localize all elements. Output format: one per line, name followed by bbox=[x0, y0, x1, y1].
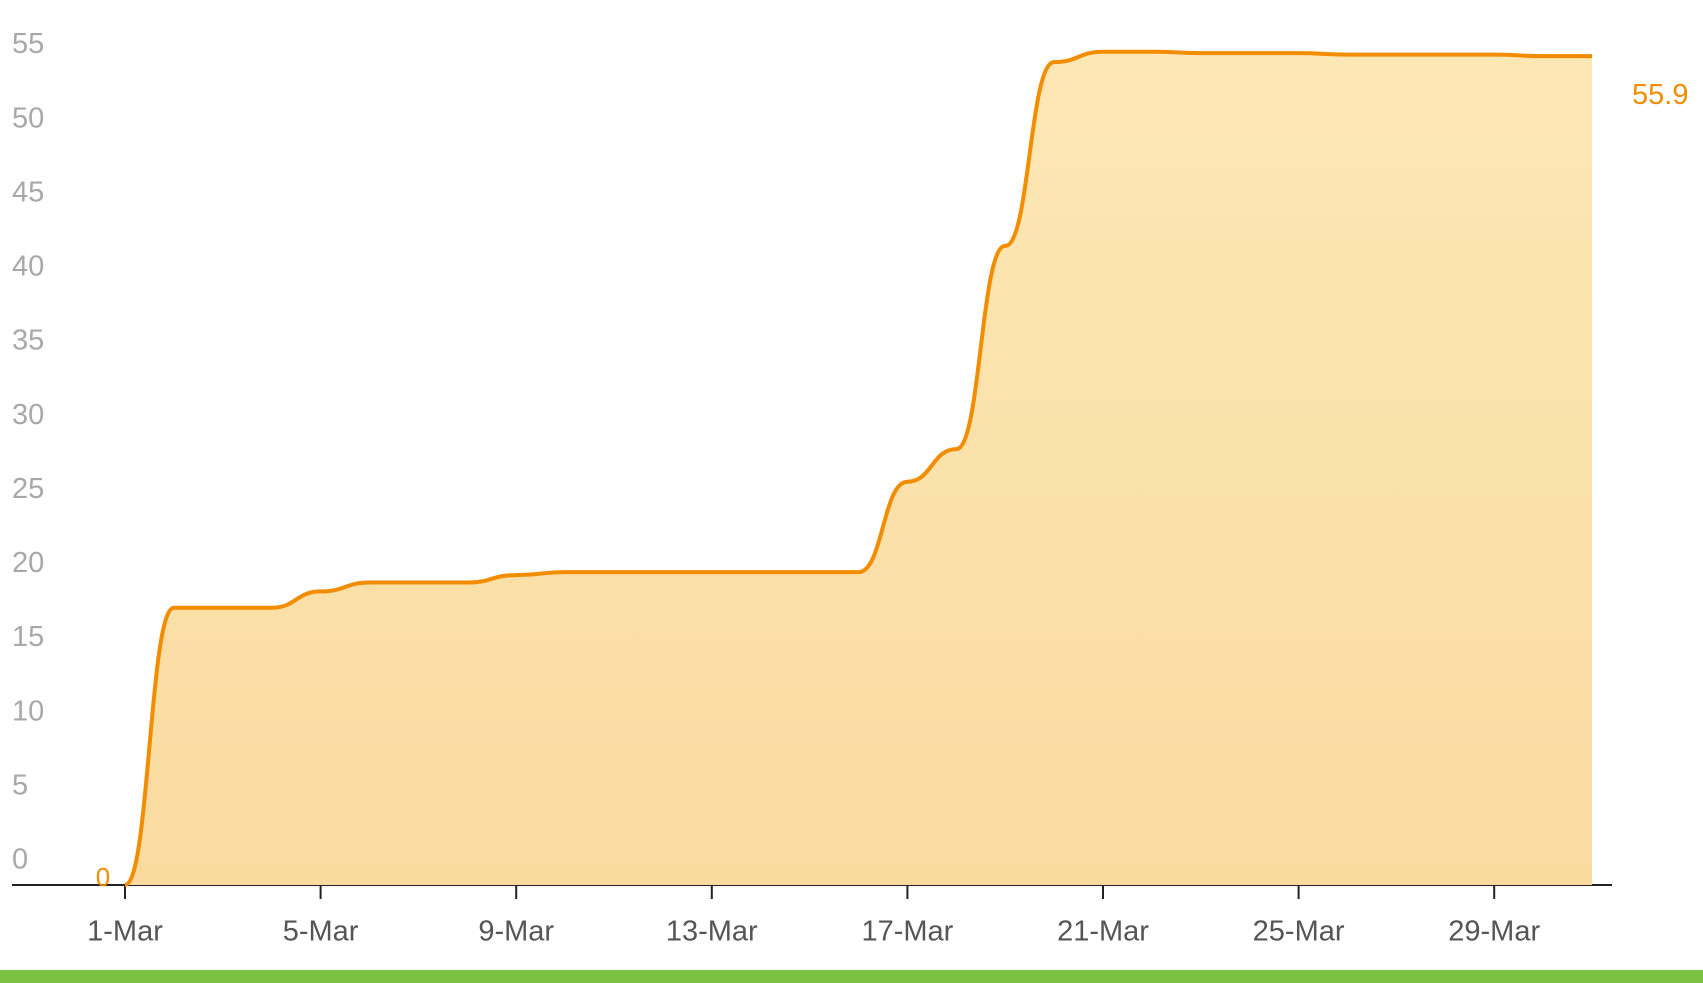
x-tick-label: 25-Mar bbox=[1253, 916, 1345, 948]
y-tick-label: 15 bbox=[12, 621, 44, 653]
y-tick-label: 0 bbox=[12, 844, 28, 876]
x-tick-label: 1-Mar bbox=[87, 916, 163, 948]
line bbox=[124, 49, 1592, 887]
area-fill bbox=[125, 51, 1592, 886]
y-tick-label: 20 bbox=[12, 547, 44, 579]
y-tick-label: 5 bbox=[12, 770, 28, 802]
x-tick-label: 29-Mar bbox=[1448, 916, 1540, 948]
x-tick-label: 13-Mar bbox=[666, 916, 758, 948]
x-tick-label: 17-Mar bbox=[861, 916, 953, 948]
y-tick-label: 45 bbox=[12, 176, 44, 208]
y-tick-label: 30 bbox=[12, 399, 44, 431]
value-label: 55.9 bbox=[1632, 79, 1688, 111]
x-tick-label: 9-Mar bbox=[478, 916, 554, 948]
bottom-strip bbox=[0, 970, 1703, 983]
x-tick-label: 5-Mar bbox=[283, 916, 359, 948]
y-tick-label: 55 bbox=[12, 28, 44, 60]
y-tick-label: 50 bbox=[12, 102, 44, 134]
y-tick-label: 25 bbox=[12, 473, 44, 505]
y-tick-label: 10 bbox=[12, 695, 44, 727]
y-tick-label: 35 bbox=[12, 325, 44, 357]
x-tick-label: 21-Mar bbox=[1057, 916, 1149, 948]
value-label: 0 bbox=[96, 862, 110, 892]
y-tick-label: 40 bbox=[12, 251, 44, 283]
